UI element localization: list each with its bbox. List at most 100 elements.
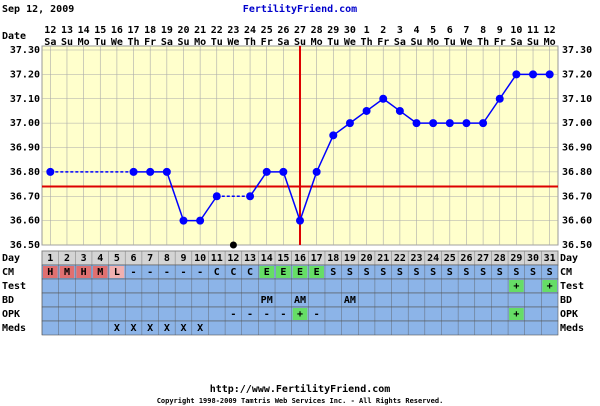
date-label: 21 (194, 25, 206, 36)
weekday-label: Mo (427, 37, 439, 48)
cell-text: + (297, 309, 303, 320)
weekday-label: Mo (311, 37, 323, 48)
cell-highlight (509, 280, 524, 292)
weekday-label: Mo (78, 37, 90, 48)
cell-text: S (530, 267, 536, 278)
temp-segment (482, 98, 501, 124)
date-label: 8 (480, 25, 486, 36)
temp-point (329, 131, 338, 140)
weekday-label: Tu (327, 37, 339, 48)
day-number: 13 (244, 253, 256, 264)
chart-date: Sep 12, 2009 (2, 4, 74, 15)
cell-highlight (59, 266, 75, 278)
day-number: 6 (131, 253, 137, 264)
temp-point (262, 167, 271, 176)
row-label: Day (2, 253, 20, 264)
y-tick-label: 37.20 (10, 69, 40, 80)
cell-text: S (497, 267, 503, 278)
date-label: 7 (463, 25, 469, 36)
day-number: 26 (460, 253, 472, 264)
cell-text: X (114, 323, 120, 334)
y-tick-label-right: 36.80 (562, 167, 592, 178)
date-label: 5 (430, 25, 436, 36)
cell-highlight (309, 266, 324, 278)
cell-text: S (330, 267, 336, 278)
y-tick-label: 36.50 (10, 240, 40, 251)
cell-text: - (264, 309, 270, 320)
cell-text: S (447, 267, 453, 278)
row-bg (41, 278, 559, 294)
cell-text: C (230, 267, 236, 278)
weekday-label: Sa (277, 37, 289, 48)
y-tick-label: 37.10 (10, 94, 40, 105)
y-tick-label-right: 36.60 (562, 216, 592, 227)
cell-text: E (297, 267, 303, 278)
y-tick-label-right: 36.50 (562, 240, 592, 251)
weekday-label: We (227, 37, 239, 48)
cell-text: E (264, 267, 270, 278)
row-label: Test (2, 281, 26, 292)
cell-highlight (109, 266, 125, 278)
day-number: 27 (477, 253, 489, 264)
cell-text: - (147, 267, 153, 278)
date-label: 20 (177, 25, 189, 36)
cell-highlight (542, 280, 557, 292)
cell-text: E (280, 267, 286, 278)
temp-point (529, 70, 538, 79)
cell-text: + (547, 281, 553, 292)
cell-text: M (97, 267, 103, 278)
header-bg (42, 20, 558, 48)
weekday-label: Fr (144, 37, 156, 48)
cell-text: M (64, 267, 70, 278)
day-number: 17 (311, 253, 323, 264)
cell-highlight (509, 308, 524, 320)
day-number: 23 (410, 253, 422, 264)
y-tick-label: 36.80 (10, 167, 40, 178)
temp-point (312, 167, 321, 176)
y-tick-label: 36.70 (10, 191, 40, 202)
weekday-label: Fr (494, 37, 506, 48)
date-label: 11 (527, 25, 539, 36)
cell-text: S (397, 267, 403, 278)
date-label: 12 (44, 25, 56, 36)
day-number: 28 (494, 253, 506, 264)
weekday-label: Mo (194, 37, 206, 48)
weekday-label: Su (527, 37, 539, 48)
temp-point (146, 167, 155, 176)
cell-highlight (292, 266, 308, 278)
temp-point (429, 119, 438, 128)
day-number: 8 (164, 253, 170, 264)
cell-text: + (513, 281, 519, 292)
date-label: 14 (78, 25, 90, 36)
cell-text: X (131, 323, 137, 334)
temp-segment (249, 171, 268, 197)
day-number: 24 (427, 253, 439, 264)
row-label: BD (2, 295, 14, 306)
footer-copyright: Copyright 1998-2009 Tamtris Web Services… (157, 397, 444, 405)
date-label: 6 (447, 25, 453, 36)
temp-point (479, 119, 488, 128)
date-label: 17 (128, 25, 140, 36)
cell-text: S (463, 267, 469, 278)
row-label-right: Day (560, 253, 578, 264)
row-label: CM (2, 267, 14, 278)
footer-url: http://www.FertilityFriend.com (210, 383, 391, 395)
temp-point (345, 119, 354, 128)
day-number: 2 (64, 253, 70, 264)
date-label: 18 (144, 25, 156, 36)
cell-text: X (164, 323, 170, 334)
y-tick-label: 36.90 (10, 143, 40, 154)
date-label: 22 (211, 25, 223, 36)
day-number: 21 (377, 253, 389, 264)
temp-point (246, 192, 255, 201)
row-label-right: BD (560, 295, 572, 306)
weekday-label: Fr (261, 37, 273, 48)
date-label: 10 (510, 25, 522, 36)
cell-highlight (76, 266, 91, 278)
weekday-label: Th (128, 37, 140, 48)
discarded-point (229, 241, 237, 249)
cell-text: S (430, 267, 436, 278)
day-number: 31 (544, 253, 556, 264)
weekday-label: Su (61, 37, 73, 48)
date-label: 23 (227, 25, 239, 36)
